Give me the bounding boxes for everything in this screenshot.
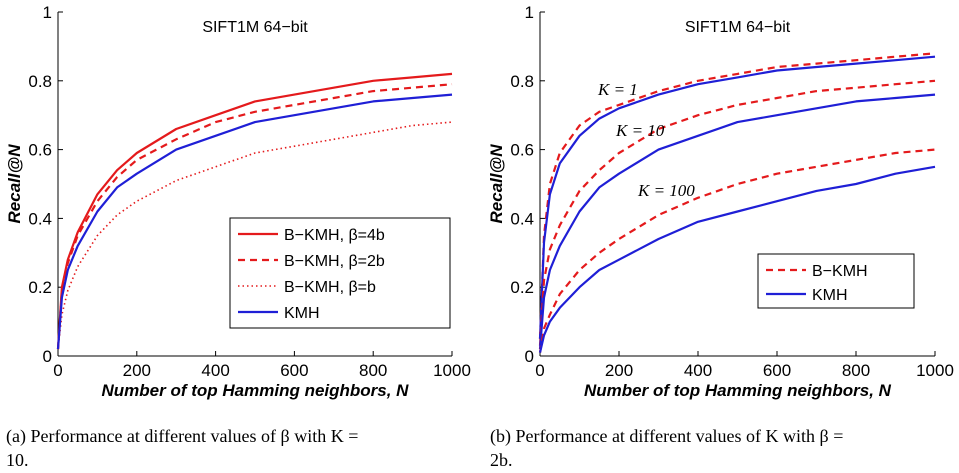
legend-label: B−KMH, β=2b [284,253,385,270]
y-tick-label: 0.8 [510,72,534,91]
y-tick-label: 1 [525,3,534,22]
legend-label: B−KMH [812,263,868,280]
series-line-4 [538,93,936,350]
y-tick-label: 0.2 [510,278,534,297]
x-axis-title: Number of top Hamming neighbors, N [584,381,892,400]
chart-title: SIFT1M 64−bit [685,19,791,36]
caption-line: 10. [6,450,29,470]
caption-a: (a) Performance at different values of β… [6,424,358,472]
caption-line: (b) Performance at different values of K… [490,426,844,446]
series-line-3 [57,121,453,350]
y-tick-label: 0.4 [28,209,52,228]
legend-label: B−KMH, β=4b [284,227,385,244]
x-tick-label: 600 [763,361,791,380]
y-tick-label: 0 [525,347,534,366]
series-line-6 [538,165,936,353]
x-tick-label: 200 [123,361,151,380]
series-line-2 [56,83,453,350]
chart-title: SIFT1M 64−bit [202,19,308,36]
x-tick-label: 1000 [916,361,954,380]
x-tick-label: 800 [842,361,870,380]
x-tick-label: 0 [535,361,544,380]
series-line-5 [538,148,936,353]
chart-panel-b: 0 200 400 600 800 1000 0 0.2 0.4 0.6 0.8 1 SIFT1M 64… [487,3,954,400]
chart-panel-a: 0 200 400 600 800 1000 0 0.2 0.4 0.6 0.8 1 SIFT1M 64… [5,3,471,400]
x-tick-label: 0 [53,361,62,380]
x-tick-label: 400 [684,361,712,380]
annotation-label: K = 1 [597,80,638,99]
y-tick-label: 0.2 [28,278,52,297]
x-tick-label: 400 [201,361,229,380]
x-tick-label: 1000 [433,361,471,380]
x-tick-label: 600 [280,361,308,380]
caption-b: (b) Performance at different values of K… [490,424,843,472]
legend: B−KMH, β=4b B−KMH, β=2b B−KMH, β=b KMH [229,217,451,329]
series-line-1 [56,72,453,350]
legend-box [229,217,451,329]
y-axis-title: Recall@N [5,144,24,224]
caption-line: 2b. [490,450,513,470]
caption-line: (a) Performance at different values of β… [6,426,359,446]
annotation-label: K = 10 [615,121,665,140]
legend: B−KMH KMH [757,253,915,309]
y-axis-title: Recall@N [487,144,506,224]
y-tick-label: 0.6 [28,141,52,160]
x-axis-title: Number of top Hamming neighbors, N [102,381,410,400]
legend-label: KMH [284,305,320,322]
series-line-1 [538,52,936,339]
legend-box [757,253,915,309]
legend-label: B−KMH, β=b [284,279,376,296]
series-line-2 [538,55,936,339]
series-line-4 [56,93,453,350]
annotation-label: K = 100 [637,181,695,200]
y-tick-label: 1 [43,3,52,22]
x-tick-label: 200 [605,361,633,380]
legend-label: KMH [812,287,848,304]
y-tick-label: 0.4 [510,209,534,228]
y-tick-label: 0.8 [28,72,52,91]
y-tick-label: 0 [43,347,52,366]
y-tick-label: 0.6 [510,141,534,160]
x-tick-label: 800 [359,361,387,380]
